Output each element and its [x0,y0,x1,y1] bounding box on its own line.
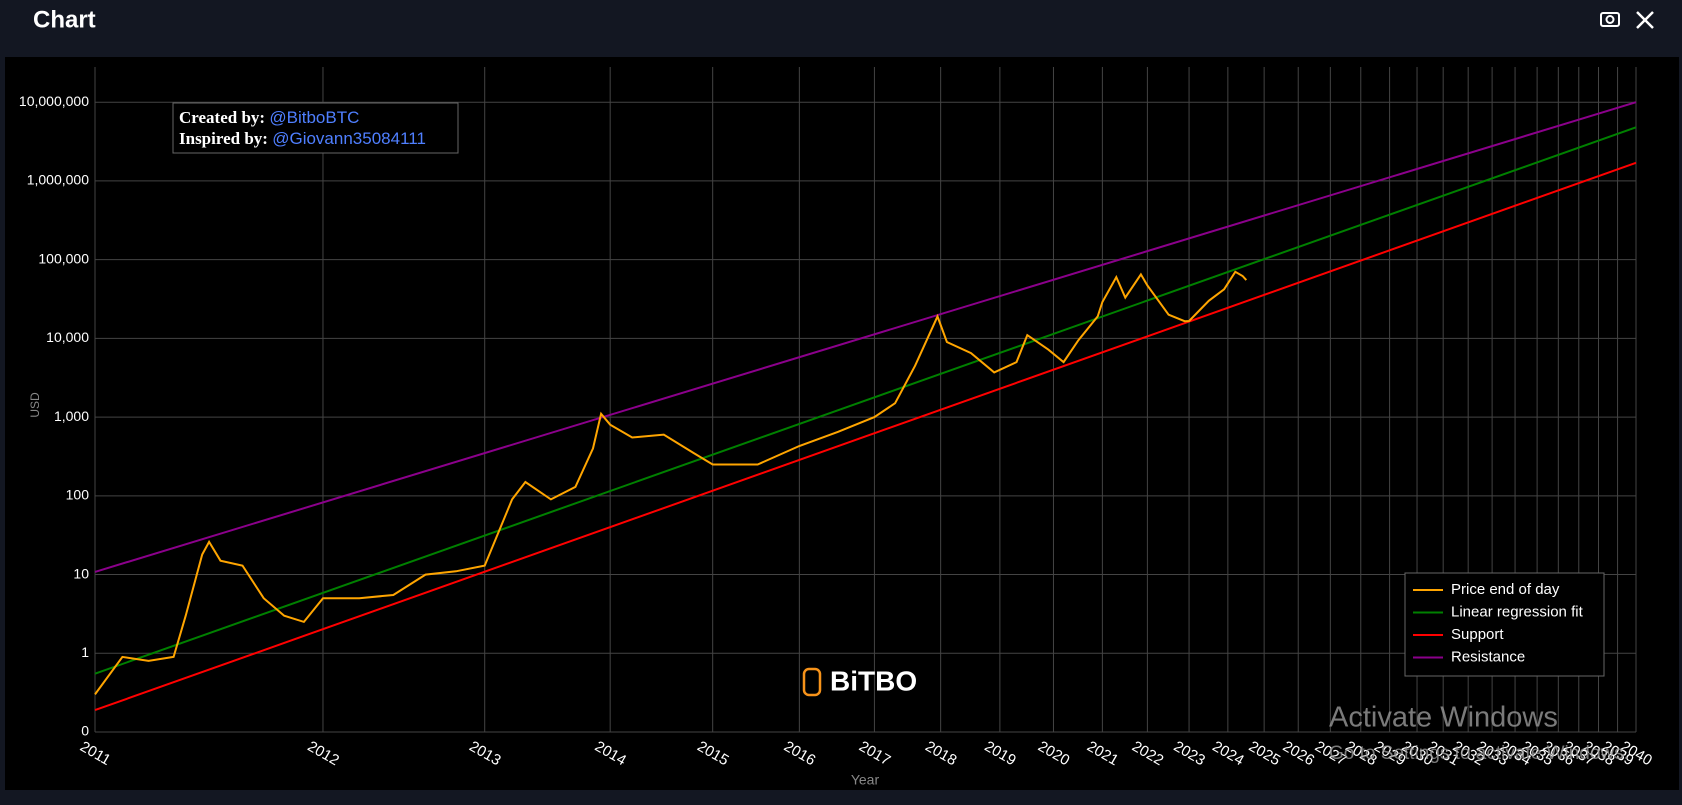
series-line [94,270,1248,695]
y-axis-label: USD [28,392,42,418]
y-tick-label: 100,000 [38,250,89,266]
y-tick-label: 0 [81,723,89,739]
y-tick-label: 10,000,000 [19,93,89,109]
series-line [94,161,1637,712]
logo-text: BiTBO [830,665,917,696]
camera-icon[interactable] [1600,12,1620,27]
credit-label: Inspired by: [179,129,268,148]
legend-label: Linear regression fit [1451,603,1584,620]
credits-line: Created by: @BitboBTC [179,108,359,128]
plot-panel [5,57,1679,790]
y-tick-label: 1,000 [54,408,89,424]
legend: Price end of day Linear regression fit Sup… [1404,572,1605,677]
y-tick-label: 100 [66,487,90,503]
fullscreen-icon[interactable] [1636,11,1654,29]
legend-label: Support [1451,626,1504,643]
credit-link[interactable]: @BitboBTC [269,108,359,127]
credit-link[interactable]: @Giovann35084111 [272,129,426,148]
y-tick-label: 10,000 [46,329,89,345]
y-tick-label: 1,000,000 [27,172,89,188]
y-tick-label: 1 [81,644,89,660]
header-title: Chart [33,6,96,33]
legend-label: Price end of day [1451,581,1560,598]
watermark-subtitle: Go to Settings to activate Windows. [1329,743,1629,764]
credits-line: Inspired by: @Giovann35084111 [179,129,426,149]
series-line [94,101,1637,573]
credit-label: Created by: [179,108,265,127]
watermark-title: Activate Windows [1329,702,1558,734]
grid: 0 1 10 100 1,000 10,000 100,000 1,000,000 10,000… [19,67,1655,769]
logo: BiTBO [802,665,917,696]
series-line [94,126,1637,675]
credits-box [172,102,459,154]
legend-label: Resistance [1451,648,1525,665]
lines [94,101,1637,712]
x-axis-label: Year [851,772,880,788]
y-tick-label: 10 [73,565,89,581]
